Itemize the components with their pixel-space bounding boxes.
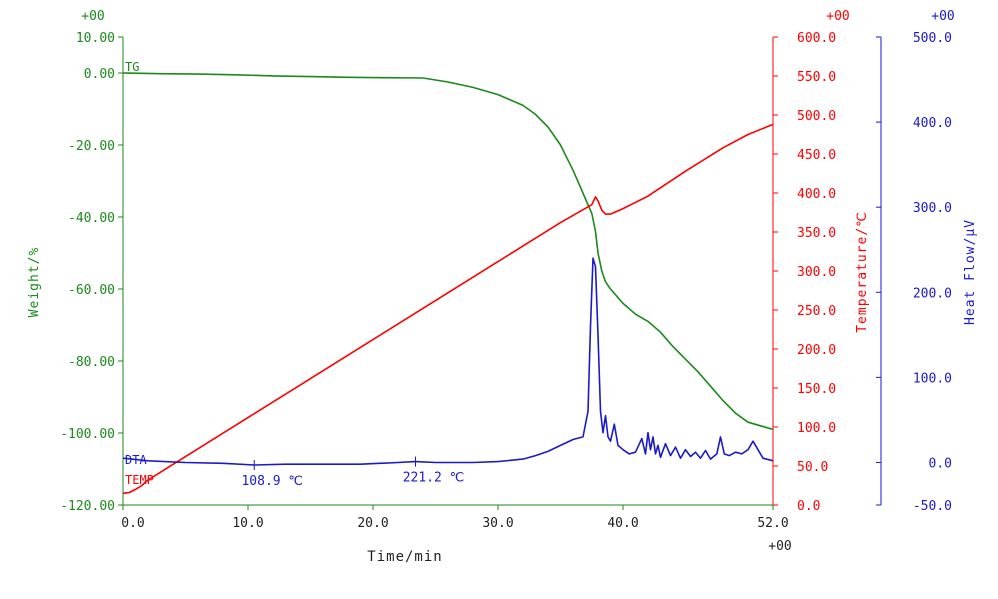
chart-series bbox=[122, 72, 774, 495]
temperature-exponent-label: +00 bbox=[826, 9, 849, 24]
heat-flow-tick-label: 100.0 bbox=[913, 371, 952, 386]
weight-tick-label: -120.00 bbox=[60, 499, 115, 514]
temperature-tick-label: 550.0 bbox=[797, 70, 836, 85]
weight-tick-label: -20.00 bbox=[68, 139, 115, 154]
x-exponent-label: +00 bbox=[768, 539, 791, 554]
heat-flow-axis-ticks: 500.0 400.0 300.0 200.0 100.0 0.0 -50.0 bbox=[876, 31, 952, 514]
x-tick-label: 10.0 bbox=[232, 516, 263, 531]
series-label-dta: DTA bbox=[125, 453, 147, 467]
x-tick-label: 30.0 bbox=[482, 516, 513, 531]
temperature-tick-label: 600.0 bbox=[797, 31, 836, 46]
x-axis-ticks: 0.0 10.0 20.0 30.0 40.0 52.0 bbox=[121, 505, 789, 531]
x-tick-label: 20.0 bbox=[357, 516, 388, 531]
series-line-temp bbox=[122, 123, 774, 495]
weight-axis-ticks: 10.00 0.00 -20.00 -40.00 -60.00 -80.00 -100.00… bbox=[60, 31, 123, 514]
weight-tick-label: -100.00 bbox=[60, 427, 115, 442]
temperature-tick-label: 450.0 bbox=[797, 148, 836, 163]
series-line-tg bbox=[122, 72, 774, 431]
chart-labels: Time/min +00 Weight/% +00 Temperature/℃ … bbox=[27, 9, 978, 565]
weight-tick-label: -60.00 bbox=[68, 283, 115, 298]
temperature-tick-label: 350.0 bbox=[797, 226, 836, 241]
peak-annotations: 108.9 ℃ 221.2 ℃ bbox=[241, 456, 465, 489]
x-axis-label: Time/min bbox=[367, 549, 442, 565]
weight-tick-label: -40.00 bbox=[68, 211, 115, 226]
heat-flow-tick-label: -50.0 bbox=[913, 499, 952, 514]
temperature-tick-label: 250.0 bbox=[797, 304, 836, 319]
heat-flow-axis-label: Heat Flow/μV bbox=[963, 219, 978, 325]
temperature-tick-label: 500.0 bbox=[797, 109, 836, 124]
heat-flow-tick-label: 0.0 bbox=[929, 456, 952, 471]
weight-axis-label: Weight/% bbox=[27, 247, 42, 318]
heat-flow-tick-label: 300.0 bbox=[913, 201, 952, 216]
temperature-axis-label: Temperature/℃ bbox=[855, 211, 870, 333]
temperature-tick-label: 50.0 bbox=[797, 460, 828, 475]
temperature-tick-label: 100.0 bbox=[797, 421, 836, 436]
weight-exponent-label: +00 bbox=[81, 9, 104, 24]
x-tick-label: 52.0 bbox=[757, 516, 788, 531]
weight-tick-label: 0.00 bbox=[84, 67, 115, 82]
temperature-tick-label: 0.0 bbox=[797, 499, 820, 514]
annotation-label: 108.9 ℃ bbox=[241, 474, 303, 489]
x-tick-label: 0.0 bbox=[121, 516, 144, 531]
temperature-axis-ticks: 600.0 550.0 500.0 450.0 400.0 350.0 300.0 250.0… bbox=[773, 31, 836, 514]
temperature-tick-label: 200.0 bbox=[797, 343, 836, 358]
plot-frame bbox=[122, 37, 882, 506]
heat-flow-tick-label: 200.0 bbox=[913, 286, 952, 301]
heat-flow-exponent-label: +00 bbox=[931, 9, 954, 24]
series-label-temp: TEMP bbox=[125, 473, 154, 487]
series-label-tg: TG bbox=[125, 60, 139, 74]
weight-tick-label: -80.00 bbox=[68, 355, 115, 370]
x-tick-label: 40.0 bbox=[607, 516, 638, 531]
weight-tick-label: 10.00 bbox=[76, 31, 115, 46]
series-line-dta bbox=[122, 257, 774, 466]
temperature-tick-label: 150.0 bbox=[797, 382, 836, 397]
temperature-tick-label: 400.0 bbox=[797, 187, 836, 202]
heat-flow-tick-label: 400.0 bbox=[913, 116, 952, 131]
annotation-label: 221.2 ℃ bbox=[403, 471, 465, 486]
temperature-tick-label: 300.0 bbox=[797, 265, 836, 280]
heat-flow-tick-label: 500.0 bbox=[913, 31, 952, 46]
